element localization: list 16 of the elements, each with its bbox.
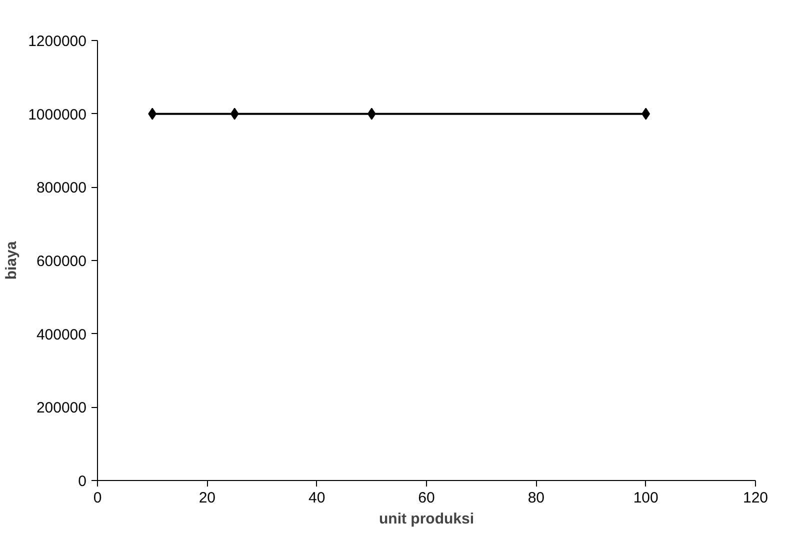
y-tick-label: 200000	[36, 400, 87, 417]
x-tick-label: 60	[418, 490, 435, 506]
x-tick-label: 80	[528, 490, 545, 506]
x-tick-label: 20	[198, 490, 216, 506]
y-axis-title: biaya	[3, 240, 20, 280]
x-tick-label: 100	[633, 490, 658, 506]
y-tick-label: 800000	[36, 180, 87, 197]
x-tick-label: 40	[308, 490, 326, 506]
x-tick-label: 0	[93, 490, 102, 506]
x-axis-title: unit produksi	[379, 510, 474, 528]
x-tick-label: 120	[742, 490, 768, 506]
y-tick-label: 600000	[36, 253, 87, 270]
y-tick-label: 1200000	[28, 33, 87, 50]
y-tick-label: 0	[78, 473, 86, 490]
y-tick-label: 400000	[36, 326, 87, 344]
y-tick-label: 1000000	[28, 106, 87, 124]
